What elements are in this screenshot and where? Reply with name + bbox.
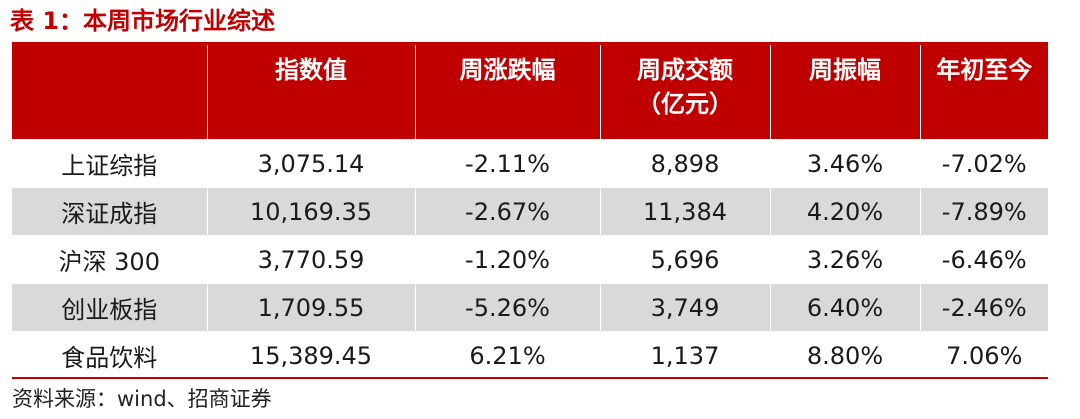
weekly-turnover-cell: 1,137 — [599, 331, 770, 379]
ytd-cell: -7.89% — [919, 187, 1048, 236]
ytd-cell: -7.02% — [919, 139, 1048, 188]
row-label: 创业板指 — [12, 283, 207, 332]
weekly-change-cell: -2.67% — [414, 187, 600, 236]
weekly-change-cell: -2.11% — [414, 139, 600, 188]
table-row: 沪深 300 3,770.59 -1.20% 5,696 3.26% -6.46… — [12, 235, 1048, 284]
market-summary-table: 指数值 周涨跌幅 周成交额 （亿元） 周振幅 年初至今 上证综指 3,075.1… — [12, 45, 1048, 379]
table-row: 食品饮料 15,389.45 6.21% 1,137 8.80% 7.06% — [12, 331, 1048, 379]
table-row: 创业板指 1,709.55 -5.26% 3,749 6.40% -2.46% — [12, 283, 1048, 332]
table-row: 深证成指 10,169.35 -2.67% 11,384 4.20% -7.89… — [12, 187, 1048, 236]
weekly-turnover-cell: 3,749 — [599, 283, 770, 332]
header-cell-weekly-change: 周涨跌幅 — [414, 45, 600, 140]
index-value-cell: 3,770.59 — [206, 235, 415, 284]
ytd-cell: -6.46% — [919, 235, 1048, 284]
ytd-cell: -2.46% — [919, 283, 1048, 332]
weekly-amplitude-cell: 4.20% — [769, 187, 920, 236]
weekly-turnover-cell: 11,384 — [599, 187, 770, 236]
index-value-cell: 1,709.55 — [206, 283, 415, 332]
header-cell-index-value: 指数值 — [206, 45, 415, 140]
row-label: 上证综指 — [12, 139, 207, 188]
table-row: 上证综指 3,075.14 -2.11% 8,898 3.46% -7.02% — [12, 139, 1048, 188]
table-title: 表 1：本周市场行业综述 — [10, 7, 276, 35]
index-value-cell: 15,389.45 — [206, 331, 415, 379]
header-cell-weekly-turnover: 周成交额 （亿元） — [599, 45, 770, 140]
header-cell-index-name — [12, 45, 207, 140]
ytd-cell: 7.06% — [919, 331, 1048, 379]
weekly-amplitude-cell: 8.80% — [769, 331, 920, 379]
header-cell-ytd: 年初至今 — [919, 45, 1048, 140]
index-value-cell: 10,169.35 — [206, 187, 415, 236]
weekly-amplitude-cell: 3.46% — [769, 139, 920, 188]
weekly-change-cell: -1.20% — [414, 235, 600, 284]
weekly-amplitude-cell: 6.40% — [769, 283, 920, 332]
row-label: 深证成指 — [12, 187, 207, 236]
weekly-turnover-cell: 8,898 — [599, 139, 770, 188]
header-cell-weekly-amplitude: 周振幅 — [769, 45, 920, 140]
weekly-turnover-cell: 5,696 — [599, 235, 770, 284]
source-note: 资料来源：wind、招商证券 — [12, 387, 272, 411]
row-label: 沪深 300 — [12, 235, 207, 284]
header-row: 指数值 周涨跌幅 周成交额 （亿元） 周振幅 年初至今 — [12, 45, 1048, 140]
weekly-amplitude-cell: 3.26% — [769, 235, 920, 284]
title-divider — [12, 42, 1048, 45]
row-label: 食品饮料 — [12, 331, 207, 379]
index-value-cell: 3,075.14 — [206, 139, 415, 188]
weekly-change-cell: -5.26% — [414, 283, 600, 332]
table-bottom-rule — [12, 377, 1048, 379]
weekly-change-cell: 6.21% — [414, 331, 600, 379]
